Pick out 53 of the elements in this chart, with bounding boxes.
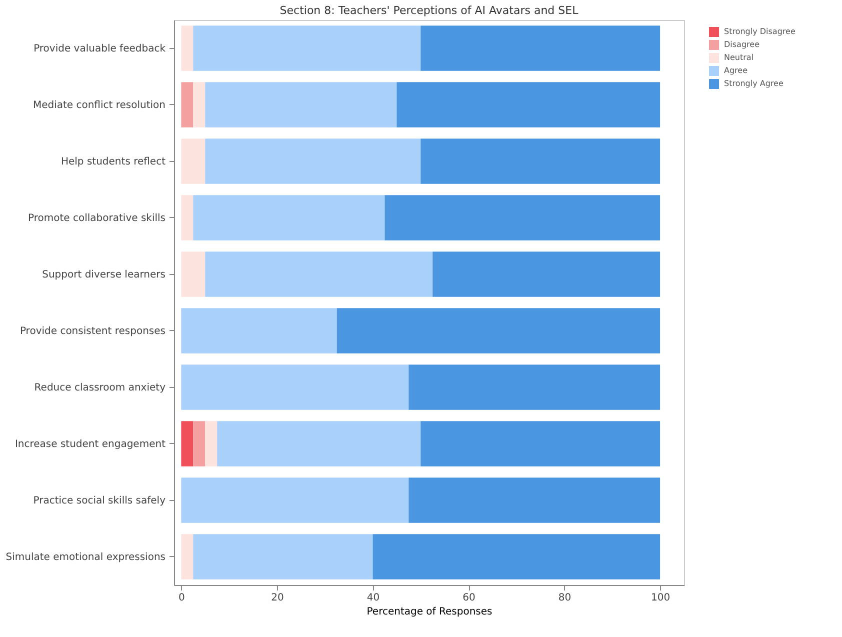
legend-label: Agree [724, 66, 748, 75]
bar [205, 421, 218, 466]
x-tick-label: 80 [558, 592, 572, 604]
bar [193, 421, 206, 466]
y-tick-label: Provide consistent responses [20, 326, 166, 337]
legend-label: Strongly Disagree [724, 27, 796, 36]
y-tick-label: Increase student engagement [14, 438, 166, 450]
bar [181, 138, 206, 184]
y-tick-label: Practice social skills safely [33, 495, 166, 506]
bar [336, 308, 660, 354]
chart-title: Section 8: Teachers' Perceptions of AI Avatars and SEL [280, 4, 580, 17]
bar [181, 195, 194, 240]
x-tick-label: 100 [651, 592, 670, 604]
bar [181, 82, 194, 128]
bar [205, 252, 433, 297]
legend-label: Disagree [724, 40, 760, 49]
y-tick-label: Mediate conflict resolution [32, 100, 166, 111]
bar [408, 478, 660, 523]
bar [372, 534, 660, 580]
y-tick-label: Reduce classroom anxiety [34, 382, 166, 394]
bar [420, 26, 660, 71]
x-tick-label: 60 [462, 592, 476, 604]
bar [193, 195, 385, 240]
x-tick-label: 20 [271, 592, 284, 604]
bar [396, 82, 660, 128]
bar [181, 534, 194, 580]
bar [193, 534, 373, 580]
bar [408, 364, 660, 410]
bar [205, 82, 397, 128]
bar [181, 364, 409, 410]
bar [181, 421, 194, 466]
y-tick-label: Help students reflect [60, 156, 166, 168]
x-tick-label: 0 [178, 592, 185, 604]
y-tick-label: Support diverse learners [42, 269, 166, 280]
bar [432, 252, 660, 297]
bar [181, 478, 409, 523]
x-axis-title: Percentage of Responses [366, 606, 492, 618]
x-tick-label: 40 [366, 592, 380, 604]
bar [420, 421, 660, 466]
y-tick-label: Simulate emotional expressions [6, 552, 166, 563]
bar [193, 26, 421, 71]
bar [217, 421, 421, 466]
bar [420, 138, 660, 184]
bar [181, 252, 206, 297]
bar [193, 82, 206, 128]
bar [205, 138, 421, 184]
bar [181, 26, 194, 71]
legend-label: Neutral [724, 53, 754, 62]
y-tick-label: Provide valuable feedback [34, 43, 166, 54]
bar [384, 195, 660, 240]
bar [181, 308, 337, 354]
y-tick-label: Promote collaborative skills [28, 212, 166, 224]
legend-label: Strongly Agree [724, 79, 784, 88]
